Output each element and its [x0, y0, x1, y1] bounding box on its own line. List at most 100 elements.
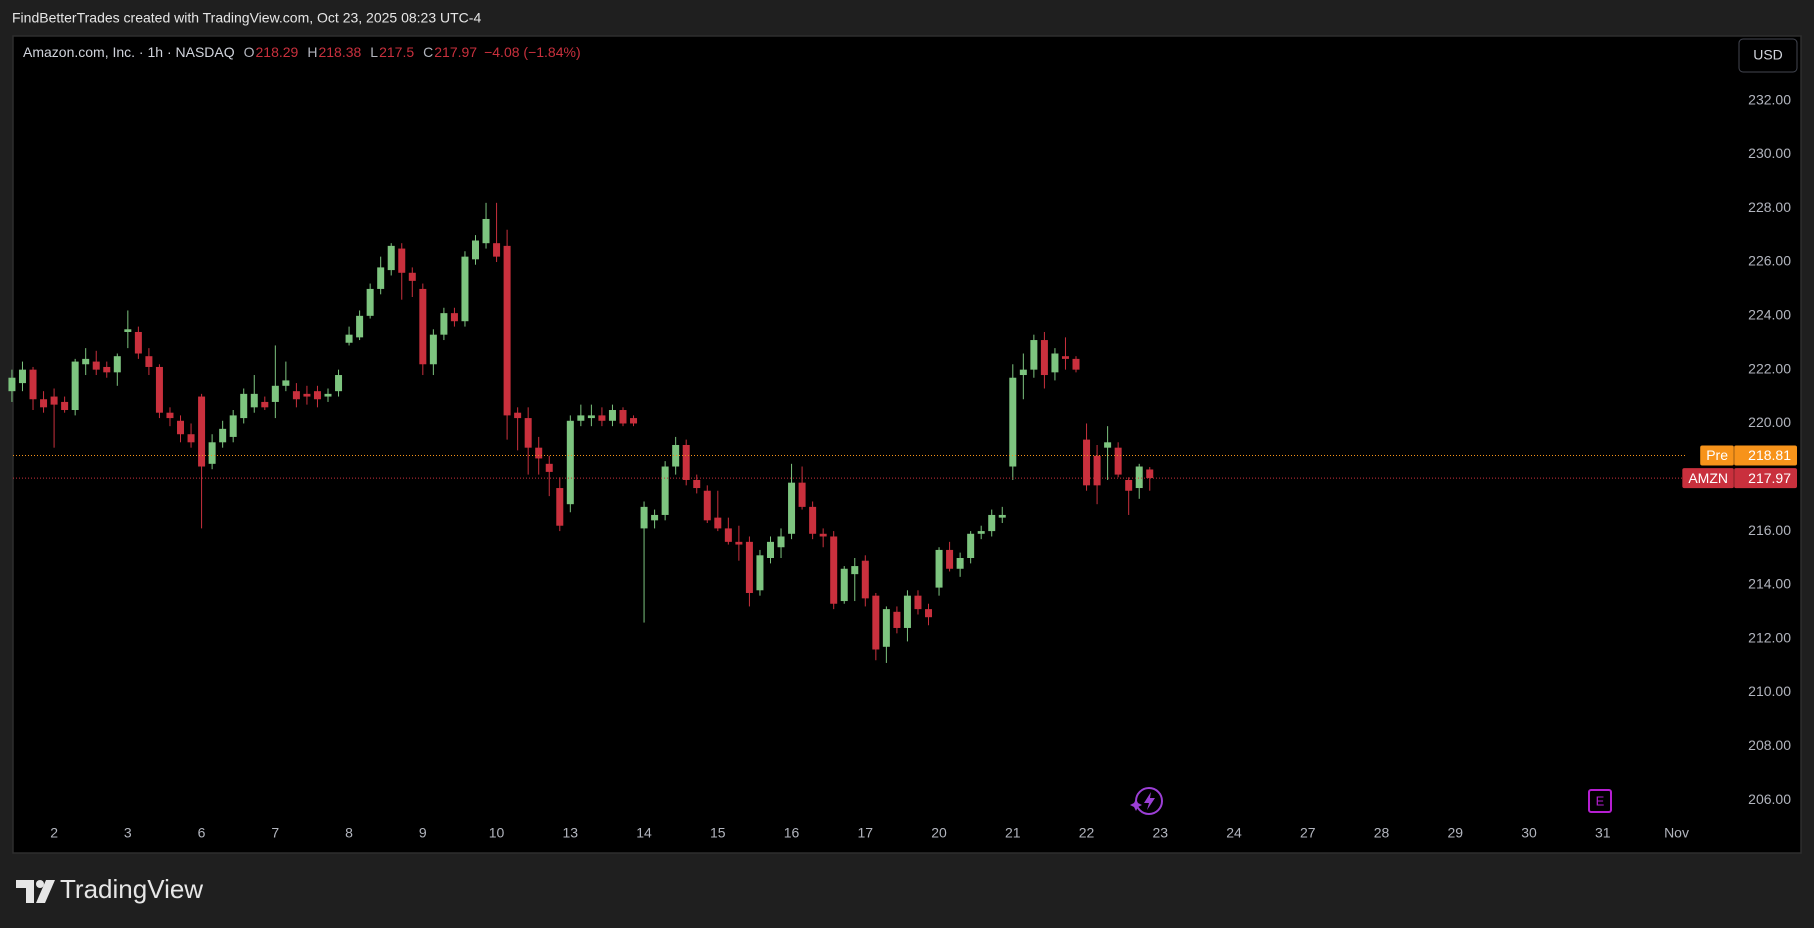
y-tick-label: 210.00 [1748, 683, 1791, 699]
candle-body [893, 611, 901, 628]
x-tick-label: 15 [710, 825, 726, 841]
candle-body [809, 506, 817, 534]
candle-body [387, 245, 395, 271]
candle-body [82, 358, 90, 365]
events-icon[interactable] [1130, 787, 1163, 815]
candle-body [356, 315, 364, 338]
candle-body [29, 369, 37, 400]
y-tick-label: 230.00 [1748, 145, 1791, 161]
candle-body [250, 393, 258, 408]
candle-body [71, 361, 79, 411]
candle-body [608, 410, 616, 421]
legend-title: Amazon.com, Inc. · 1h · NASDAQ [23, 44, 235, 60]
x-tick-label: 13 [563, 825, 579, 841]
x-tick-label: 16 [784, 825, 800, 841]
candle-body [313, 391, 321, 400]
earnings-marker[interactable]: E [1596, 793, 1605, 808]
candle-body [598, 415, 606, 421]
candle-body [145, 356, 153, 367]
candle-body [682, 444, 690, 480]
legend-ohlc-value: 218.38 [318, 44, 362, 60]
earnings-icon[interactable] [1588, 789, 1612, 813]
candle-body [324, 393, 332, 397]
candle-body [1009, 377, 1017, 467]
candle-body [640, 506, 648, 529]
candle-body [50, 396, 58, 405]
price-tag-name-box [1700, 445, 1734, 466]
candle-body [724, 528, 732, 542]
candle-body [1104, 442, 1112, 448]
candle-body [377, 267, 385, 289]
caption: FindBetterTrades created with TradingVie… [12, 10, 481, 26]
candle-body [1083, 439, 1091, 486]
candle-body [630, 418, 638, 424]
candle-body [482, 218, 490, 244]
candle-body [1061, 356, 1069, 359]
candle-body [587, 415, 595, 419]
price-tag-value: 217.97 [1748, 470, 1791, 486]
candle-body [1093, 455, 1101, 486]
price-tag-value-box [1734, 468, 1797, 489]
y-tick-label: 212.00 [1748, 629, 1791, 645]
candle-body [703, 490, 711, 521]
legend-ohlc-value: 217.5 [379, 44, 415, 60]
candle-body [271, 385, 279, 402]
candle-body [577, 415, 585, 421]
candle-body [1072, 358, 1080, 370]
candle-body [935, 549, 943, 588]
candle-body [956, 558, 964, 569]
candle-body [198, 396, 206, 467]
candle-body [1051, 353, 1059, 373]
x-tick-label: 8 [345, 825, 353, 841]
candle-body [366, 288, 374, 316]
candle-body [103, 366, 111, 373]
legend-ohlc-value: 217.97 [434, 44, 478, 60]
x-tick-label: 30 [1521, 825, 1537, 841]
price-tag-value: 218.81 [1748, 447, 1791, 463]
candle-body [177, 420, 185, 435]
brand: TradingView [60, 874, 203, 904]
price-tag-value-box [1734, 445, 1797, 466]
x-tick-label: 17 [858, 825, 874, 841]
candle-body [745, 541, 753, 593]
candle-body [788, 482, 796, 534]
candle-body [187, 434, 195, 443]
candle-body [335, 375, 343, 392]
candle-body [429, 334, 437, 365]
currency[interactable]: USD [1753, 47, 1783, 63]
legend-ohlc-label: L [370, 44, 379, 60]
candle-body [450, 313, 458, 322]
x-tick-label: 31 [1595, 825, 1611, 841]
x-tick-label: 3 [124, 825, 132, 841]
candle-body [861, 560, 869, 599]
candle-body [240, 393, 248, 419]
candle-body [398, 248, 406, 273]
y-tick-label: 224.00 [1748, 307, 1791, 323]
candle-body [229, 415, 237, 437]
candle-body [303, 393, 311, 397]
y-tick-label: 228.00 [1748, 199, 1791, 215]
candle-body [61, 401, 69, 411]
legend-ohlc-value: 218.29 [255, 44, 299, 60]
x-tick-label: 14 [636, 825, 652, 841]
candle-body [113, 356, 121, 373]
candle-body [714, 517, 722, 529]
price-tag: Pre 218.81 [1700, 445, 1797, 466]
candle-body [40, 399, 48, 408]
legend-ohlc-label: C [423, 44, 434, 60]
candle-body [219, 428, 227, 443]
candle-body [166, 412, 174, 419]
candle-body [735, 541, 743, 545]
x-tick-label: 27 [1300, 825, 1316, 841]
candle-body [819, 533, 827, 537]
candle-body [998, 514, 1006, 518]
candle-body [967, 533, 975, 558]
currency-button[interactable] [1738, 38, 1798, 73]
candle-body [756, 555, 764, 591]
y-tick-label: 226.00 [1748, 253, 1791, 269]
candle-body [914, 595, 922, 610]
x-tick-label: 9 [419, 825, 427, 841]
candle-body [1040, 340, 1048, 376]
